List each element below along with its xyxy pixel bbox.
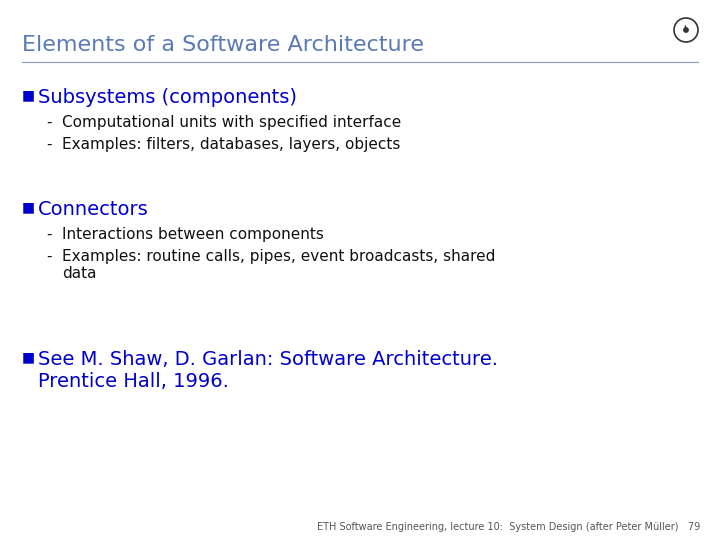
Text: Subsystems (components): Subsystems (components): [38, 88, 297, 107]
Text: Examples: routine calls, pipes, event broadcasts, shared
data: Examples: routine calls, pipes, event br…: [62, 249, 495, 281]
Text: -: -: [46, 137, 52, 152]
Text: -: -: [46, 249, 52, 264]
Circle shape: [684, 28, 688, 32]
Text: Elements of a Software Architecture: Elements of a Software Architecture: [22, 35, 424, 55]
Text: See M. Shaw, D. Garlan: Software Architecture.: See M. Shaw, D. Garlan: Software Archite…: [38, 350, 498, 369]
Text: ■: ■: [22, 88, 35, 102]
Text: -: -: [46, 227, 52, 242]
Text: ■: ■: [22, 350, 35, 364]
Text: Examples: filters, databases, layers, objects: Examples: filters, databases, layers, ob…: [62, 137, 400, 152]
Text: Interactions between components: Interactions between components: [62, 227, 324, 242]
Text: Connectors: Connectors: [38, 200, 149, 219]
Text: Computational units with specified interface: Computational units with specified inter…: [62, 115, 401, 130]
Text: Prentice Hall, 1996.: Prentice Hall, 1996.: [38, 372, 229, 391]
Text: ETH Software Engineering, lecture 10:  System Design (after Peter Müller)   79: ETH Software Engineering, lecture 10: Sy…: [317, 522, 700, 532]
Text: ■: ■: [22, 200, 35, 214]
Text: -: -: [46, 115, 52, 130]
